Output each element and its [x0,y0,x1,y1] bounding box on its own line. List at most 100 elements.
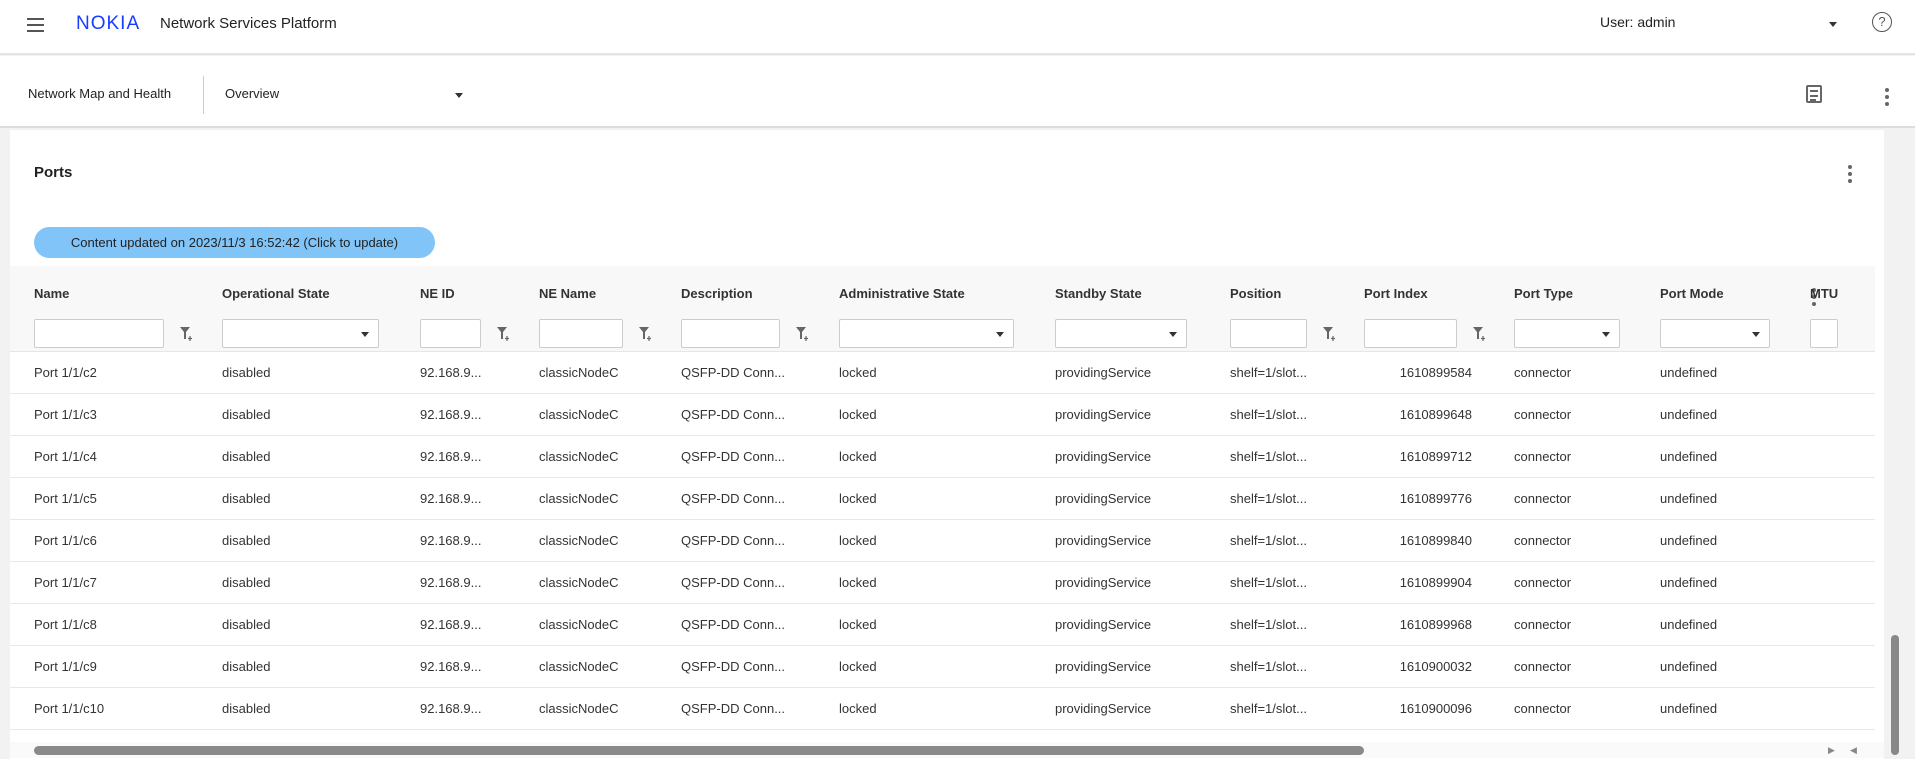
table-cell: QSFP-DD Conn... [681,659,786,674]
dropdown-caret-icon[interactable] [361,332,369,337]
panel-title: Ports [34,164,73,181]
table-cell: providingService [1055,407,1152,422]
table-cell: classicNodeC [539,407,619,422]
table-cell: providingService [1055,659,1152,674]
table-cell: classicNodeC [539,575,619,590]
table-row[interactable]: Port 1/1/c5 disabled 92.168.9... classicNod… [10,478,1875,520]
table-row[interactable]: Port 1/1/c6 disabled 92.168.9... classicNod… [10,520,1875,562]
table-cell: Port 1/1/c7 [34,575,97,590]
column-header[interactable]: Standby State [1055,286,1142,301]
table-row[interactable]: Port 1/1/c9 disabled 92.168.9... classicNod… [10,646,1875,688]
table-cell: providingService [1055,617,1152,632]
scroll-left-icon[interactable]: ◀ [1850,745,1857,755]
table-cell: undefined [1660,449,1718,464]
dropdown-caret-icon[interactable] [1602,332,1610,337]
horizontal-scroll-thumb[interactable] [34,746,1364,755]
help-icon[interactable]: ? [1872,12,1892,32]
table-cell: 92.168.9... [420,491,482,506]
column-filter-input[interactable] [1810,319,1838,348]
scroll-right-icon[interactable]: ▶ [1828,745,1835,755]
page-scrollbar[interactable] [1884,130,1915,759]
panel-more-icon[interactable] [1846,165,1854,183]
table-row[interactable]: Port 1/1/c10 disabled 92.168.9... classicNo… [10,688,1875,730]
table-cell: classicNodeC [539,365,619,380]
table-cell: disabled [222,701,271,716]
column-filter-select[interactable] [839,319,1014,348]
table-cell: QSFP-DD Conn... [681,365,786,380]
column-filter-input[interactable] [34,319,164,348]
table-cell: shelf=1/slot... [1230,407,1307,422]
table-cell: shelf=1/slot... [1230,575,1307,590]
column-header[interactable]: Port Mode [1660,286,1724,301]
table-cell: connector [1514,365,1572,380]
column-header[interactable]: Port Type [1514,286,1573,301]
page-more-icon[interactable] [1883,88,1891,106]
table-cell: disabled [222,407,271,422]
user-menu[interactable]: User: admin [1600,14,1676,30]
table-cell: disabled [222,659,271,674]
page-scroll-thumb[interactable] [1891,635,1899,755]
table-cell: disabled [222,365,271,380]
horizontal-scrollbar[interactable]: ▶ ◀ [10,742,1885,758]
column-header[interactable]: MTU [1810,286,1839,301]
view-select[interactable]: Overview [225,86,470,104]
table-cell: 1610899712 [1399,449,1472,464]
column-filter-input[interactable] [539,319,623,348]
column-filter-input[interactable] [681,319,780,348]
column-filter-select[interactable] [1660,319,1770,348]
column-filter-input[interactable] [1230,319,1307,348]
table-cell: QSFP-DD Conn... [681,407,786,422]
table-cell: 92.168.9... [420,407,482,422]
table-cell: Port 1/1/c4 [34,449,97,464]
column-filter-select[interactable] [1055,319,1187,348]
table-cell: Port 1/1/c9 [34,659,97,674]
filter-add-icon[interactable] [1473,326,1487,342]
user-caret-icon[interactable] [1829,22,1837,27]
table-row[interactable]: Port 1/1/c7 disabled 92.168.9... classicNod… [10,562,1875,604]
table-cell: 1610900032 [1399,659,1472,674]
filter-add-icon[interactable] [497,326,511,342]
content-update-button[interactable]: Content updated on 2023/11/3 16:52:42 (C… [34,227,435,258]
hamburger-menu-icon[interactable] [27,18,44,32]
dropdown-caret-icon[interactable] [1169,332,1177,337]
column-header[interactable]: Administrative State [839,286,965,301]
table-cell: 92.168.9... [420,365,482,380]
table-row[interactable]: Port 1/1/c2 disabled 92.168.9... classicNod… [10,352,1875,394]
column-header[interactable]: Operational State [222,286,330,301]
column-header[interactable]: NE Name [539,286,597,301]
column-options-icon[interactable] [1810,288,1818,306]
table-cell: classicNodeC [539,491,619,506]
column-header[interactable]: Port Index [1364,286,1428,301]
view-caret-icon[interactable] [455,93,463,98]
table-cell: shelf=1/slot... [1230,617,1307,632]
table-cell: 92.168.9... [420,575,482,590]
report-icon[interactable] [1806,85,1822,103]
column-header[interactable]: NE ID [420,286,455,301]
dropdown-caret-icon[interactable] [996,332,1004,337]
dropdown-caret-icon[interactable] [1752,332,1760,337]
table-cell: connector [1514,617,1572,632]
column-header[interactable]: Description [681,286,753,301]
table-row[interactable]: Port 1/1/c8 disabled 92.168.9... classicNod… [10,604,1875,646]
table-cell: 1610899840 [1399,533,1472,548]
column-filter-select[interactable] [222,319,379,348]
filter-add-icon[interactable] [180,326,194,342]
app-title: Network Services Platform [160,15,337,32]
table-cell: classicNodeC [539,659,619,674]
column-header[interactable]: Name [34,286,70,301]
filter-add-icon[interactable] [639,326,653,342]
table-cell: 92.168.9... [420,701,482,716]
filter-add-icon[interactable] [796,326,810,342]
table-cell: undefined [1660,491,1718,506]
table-cell: shelf=1/slot... [1230,365,1307,380]
table-cell: connector [1514,491,1572,506]
column-header[interactable]: Position [1230,286,1282,301]
column-filter-select[interactable] [1514,319,1620,348]
table-row[interactable]: Port 1/1/c4 disabled 92.168.9... classicNod… [10,436,1875,478]
table-row[interactable]: Port 1/1/c3 disabled 92.168.9... classicNod… [10,394,1875,436]
table-cell: undefined [1660,701,1718,716]
column-filter-input[interactable] [420,319,481,348]
filter-add-icon[interactable] [1323,326,1337,342]
column-filter-input[interactable] [1364,319,1457,348]
table-cell: disabled [222,491,271,506]
